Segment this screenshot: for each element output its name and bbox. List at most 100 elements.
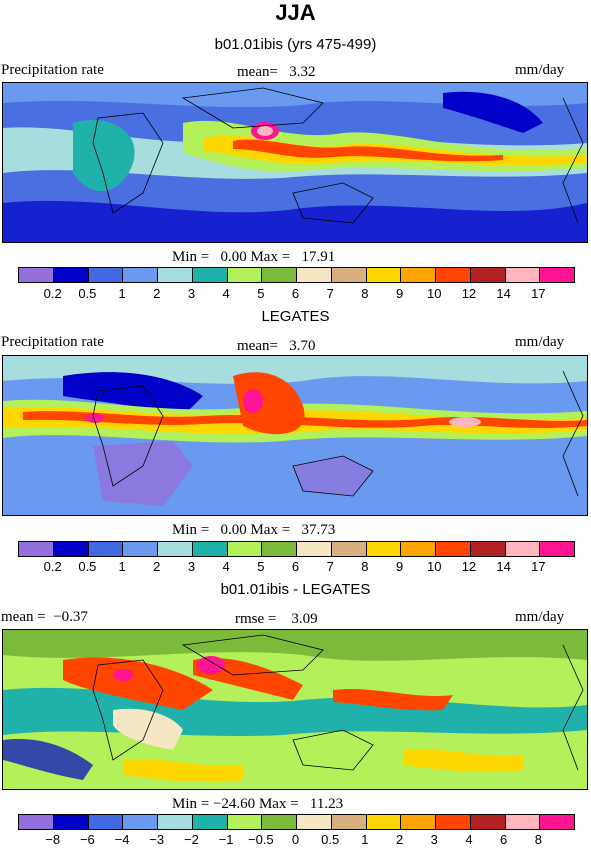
colorbar-swatch [436,268,471,282]
colorbar-swatch [297,815,332,829]
panel3-rmse-value: 3.09 [291,611,318,627]
colorbar-tick-label: 0.5 [321,832,340,847]
colorbar-tick-label: 2 [153,286,161,301]
colorbar-tick-label: −2 [184,832,199,847]
panel1-map [2,82,588,243]
colorbar-swatch [540,542,574,556]
panel1-min-label: Min = [172,249,210,265]
colorbar-tick-label: −6 [79,832,95,847]
colorbar-swatch [401,542,436,556]
colorbar-tick-label: −4 [114,832,130,847]
colorbar-tick-label: 9 [395,559,404,574]
panel2-colorbar [18,541,575,557]
colorbar-tick-label: 3 [187,559,196,574]
colorbar-tick-label: −3 [149,832,165,847]
panel3-map [2,629,588,790]
panel2-colorbar-ticks: 0.2 0.5 1 2 3 4 5 6 7 8 9 10 12 14 17 [18,559,573,575]
colorbar-swatch [331,268,367,282]
colorbar-tick-label: 6 [291,559,300,574]
colorbar-tick-label: 2 [395,832,404,847]
colorbar-swatch [53,268,89,282]
panel1-units: mm/day [515,62,565,78]
panel3-max-value: 11.23 [309,796,344,812]
colorbar-tick-label: 9 [395,286,404,301]
panel1-map-graphic [3,83,587,242]
colorbar-tick-label: 6 [291,286,300,301]
panel2-map-graphic [3,356,587,515]
panel3-min-value: −24.60 [212,796,256,812]
panel3-mean-text: mean = [1,609,46,625]
colorbar-swatch [158,815,193,829]
panel1-subtitle: b01.01ibis (yrs 475-499) [214,36,377,53]
panel1-mean-value: 3.32 [289,64,316,80]
colorbar-swatch [505,815,541,829]
panel3-colorbar-ticks: −8 −6 −4 −3 −2 −1 −0.5 0 0.5 1 2 3 4 6 8 [18,832,573,848]
colorbar-swatch [123,815,158,829]
colorbar-swatch [297,542,332,556]
colorbar-swatch [505,268,541,282]
panel1-mean-text: mean= [237,64,278,80]
colorbar-swatch [540,815,574,829]
colorbar-swatch [331,542,367,556]
panel1-variable-label: Precipitation rate [1,62,104,78]
colorbar-swatch [366,542,402,556]
colorbar-tick-label: 10 [427,286,442,301]
panel2-max-label: Max = [250,522,291,538]
colorbar-swatch [192,815,228,829]
panel1-mean-label: mean= 3.32 [237,64,315,81]
colorbar-swatch [227,815,263,829]
panel2-mean-value: 3.70 [289,338,316,354]
colorbar-swatch [470,268,506,282]
colorbar-tick-label: 5 [257,286,265,301]
colorbar-tick-label: 10 [427,559,442,574]
colorbar-swatch [192,542,228,556]
colorbar-swatch [158,542,193,556]
colorbar-tick-label: 7 [326,559,334,574]
panel2-variable-label: Precipitation rate [1,334,104,350]
colorbar-swatch [470,815,506,829]
colorbar-tick-label: 8 [534,832,542,847]
colorbar-tick-label: 12 [461,559,477,574]
colorbar-tick-label: 8 [361,559,369,574]
panel3-rmse-text: rmse = [235,611,277,627]
colorbar-swatch [505,542,541,556]
panel3-minmax: Min = −24.60 Max = 11.23 [172,796,343,813]
colorbar-swatch [436,542,471,556]
colorbar-swatch [297,268,332,282]
panel3-min-label: Min = [172,796,210,812]
colorbar-swatch [19,542,54,556]
colorbar-tick-label: 0.2 [43,286,62,301]
panel2-mean-text: mean= [237,338,278,354]
colorbar-swatch [436,815,471,829]
colorbar-swatch [158,268,193,282]
panel3-colorbar [18,814,575,830]
page-title: JJA [275,0,316,25]
colorbar-swatch [331,815,367,829]
colorbar-swatch [123,542,158,556]
colorbar-tick-label: 4 [222,559,230,574]
colorbar-swatch [192,268,228,282]
panel3-map-graphic [3,630,587,789]
colorbar-tick-label: 17 [531,559,546,574]
panel2-min-label: Min = [172,522,210,538]
panel3-mean-label: mean = −0.37 [1,609,88,626]
colorbar-tick-label: 17 [531,286,546,301]
colorbar-tick-label: 4 [465,832,473,847]
panel1-colorbar-ticks: 0.2 0.5 1 2 3 4 5 6 7 8 9 10 12 14 17 [18,286,573,302]
colorbar-swatch [19,815,54,829]
colorbar-tick-label: 7 [326,286,334,301]
colorbar-tick-label: 1 [118,286,126,301]
panel1-colorbar [18,267,575,283]
colorbar-swatch [88,542,124,556]
panel2-min-value: 0.00 [220,522,247,538]
colorbar-swatch [53,815,89,829]
colorbar-swatch [88,815,124,829]
colorbar-tick-label: 6 [500,832,508,847]
colorbar-tick-label: 3 [187,286,196,301]
panel2-subtitle: LEGATES [261,308,330,325]
colorbar-tick-label: 14 [496,286,511,301]
colorbar-tick-label: −0.5 [247,832,274,847]
colorbar-swatch [227,268,263,282]
colorbar-tick-label: 8 [361,286,369,301]
panel1-max-label: Max = [250,249,291,265]
